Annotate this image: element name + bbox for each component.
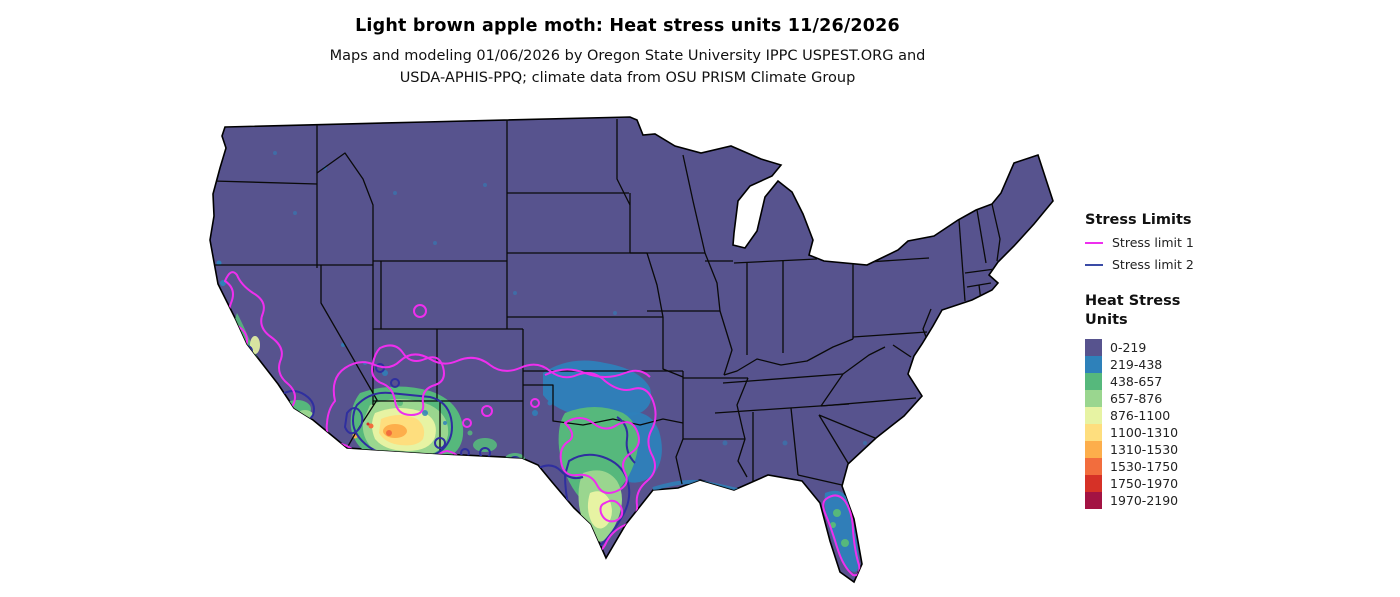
swatch-1100-1310 (1085, 423, 1102, 441)
label-1100-1310: 1100-1310 (1110, 424, 1179, 440)
swatch-219-438 (1085, 355, 1102, 373)
label-657-876: 657-876 (1110, 390, 1163, 406)
legend-item-1310-1530: 1310-1530 (1085, 440, 1245, 458)
swatch-876-1100 (1085, 406, 1102, 424)
legend-item-stress-limit-2: Stress limit 2 (1085, 257, 1245, 272)
swatch-657-876 (1085, 389, 1102, 407)
label-1750-1970: 1750-1970 (1110, 475, 1179, 491)
us-heat-stress-map (209, 116, 1054, 584)
map-area (185, 113, 1065, 593)
legend-item-1970-2190: 1970-2190 (1085, 491, 1245, 509)
label-219-438: 219-438 (1110, 356, 1163, 372)
swatch-1530-1750 (1085, 457, 1102, 475)
legend-item-1100-1310: 1100-1310 (1085, 423, 1245, 441)
label-1310-1530: 1310-1530 (1110, 441, 1179, 457)
legend-item-stress-limit-1: Stress limit 1 (1085, 235, 1245, 250)
label-1970-2190: 1970-2190 (1110, 492, 1179, 508)
us-outline (209, 116, 1054, 584)
state-borders (211, 119, 1001, 486)
swatch-438-657 (1085, 372, 1102, 390)
legend-item-438-657: 438-657 (1085, 372, 1245, 390)
legend-item-1530-1750: 1530-1750 (1085, 457, 1245, 475)
heat-stress-title-line-2: Units (1085, 311, 1128, 328)
page-subtitle: Maps and modeling 01/06/2026 by Oregon S… (0, 45, 1255, 90)
swatch-0-219 (1085, 338, 1102, 356)
stress-limit-2-label: Stress limit 2 (1112, 257, 1194, 272)
legend-item-657-876: 657-876 (1085, 389, 1245, 407)
heat-stress-colorbar: 0-219 219-438 438-657 657-876 876-1100 1… (1085, 338, 1245, 509)
map-header: Light brown apple moth: Heat stress unit… (0, 16, 1255, 90)
legend-panel: Stress Limits Stress limit 1 Stress limi… (1085, 212, 1245, 509)
subtitle-line-2: USDA-APHIS-PPQ; climate data from OSU PR… (399, 70, 856, 87)
swatch-1970-2190 (1085, 491, 1102, 509)
label-876-1100: 876-1100 (1110, 407, 1171, 423)
legend-item-1750-1970: 1750-1970 (1085, 474, 1245, 492)
page-title: Light brown apple moth: Heat stress unit… (355, 16, 900, 36)
stress-limit-1-line-swatch (1085, 241, 1103, 244)
swatch-1310-1530 (1085, 440, 1102, 458)
subtitle-line-1: Maps and modeling 01/06/2026 by Oregon S… (329, 48, 926, 64)
legend-item-0-219: 0-219 (1085, 338, 1245, 356)
label-1530-1750: 1530-1750 (1110, 458, 1179, 474)
legend-item-876-1100: 876-1100 (1085, 406, 1245, 424)
stress-limit-2-line-swatch (1085, 263, 1103, 266)
heat-stress-units-legend-title: Heat Stress Units (1085, 292, 1245, 330)
label-438-657: 438-657 (1110, 373, 1163, 389)
stress-limits-legend-title: Stress Limits (1085, 212, 1192, 228)
label-0-219: 0-219 (1110, 339, 1147, 355)
stress-limit-1-label: Stress limit 1 (1112, 235, 1194, 250)
swatch-1750-1970 (1085, 474, 1102, 492)
legend-item-219-438: 219-438 (1085, 355, 1245, 373)
heat-stress-title-line-1: Heat Stress (1085, 293, 1181, 309)
